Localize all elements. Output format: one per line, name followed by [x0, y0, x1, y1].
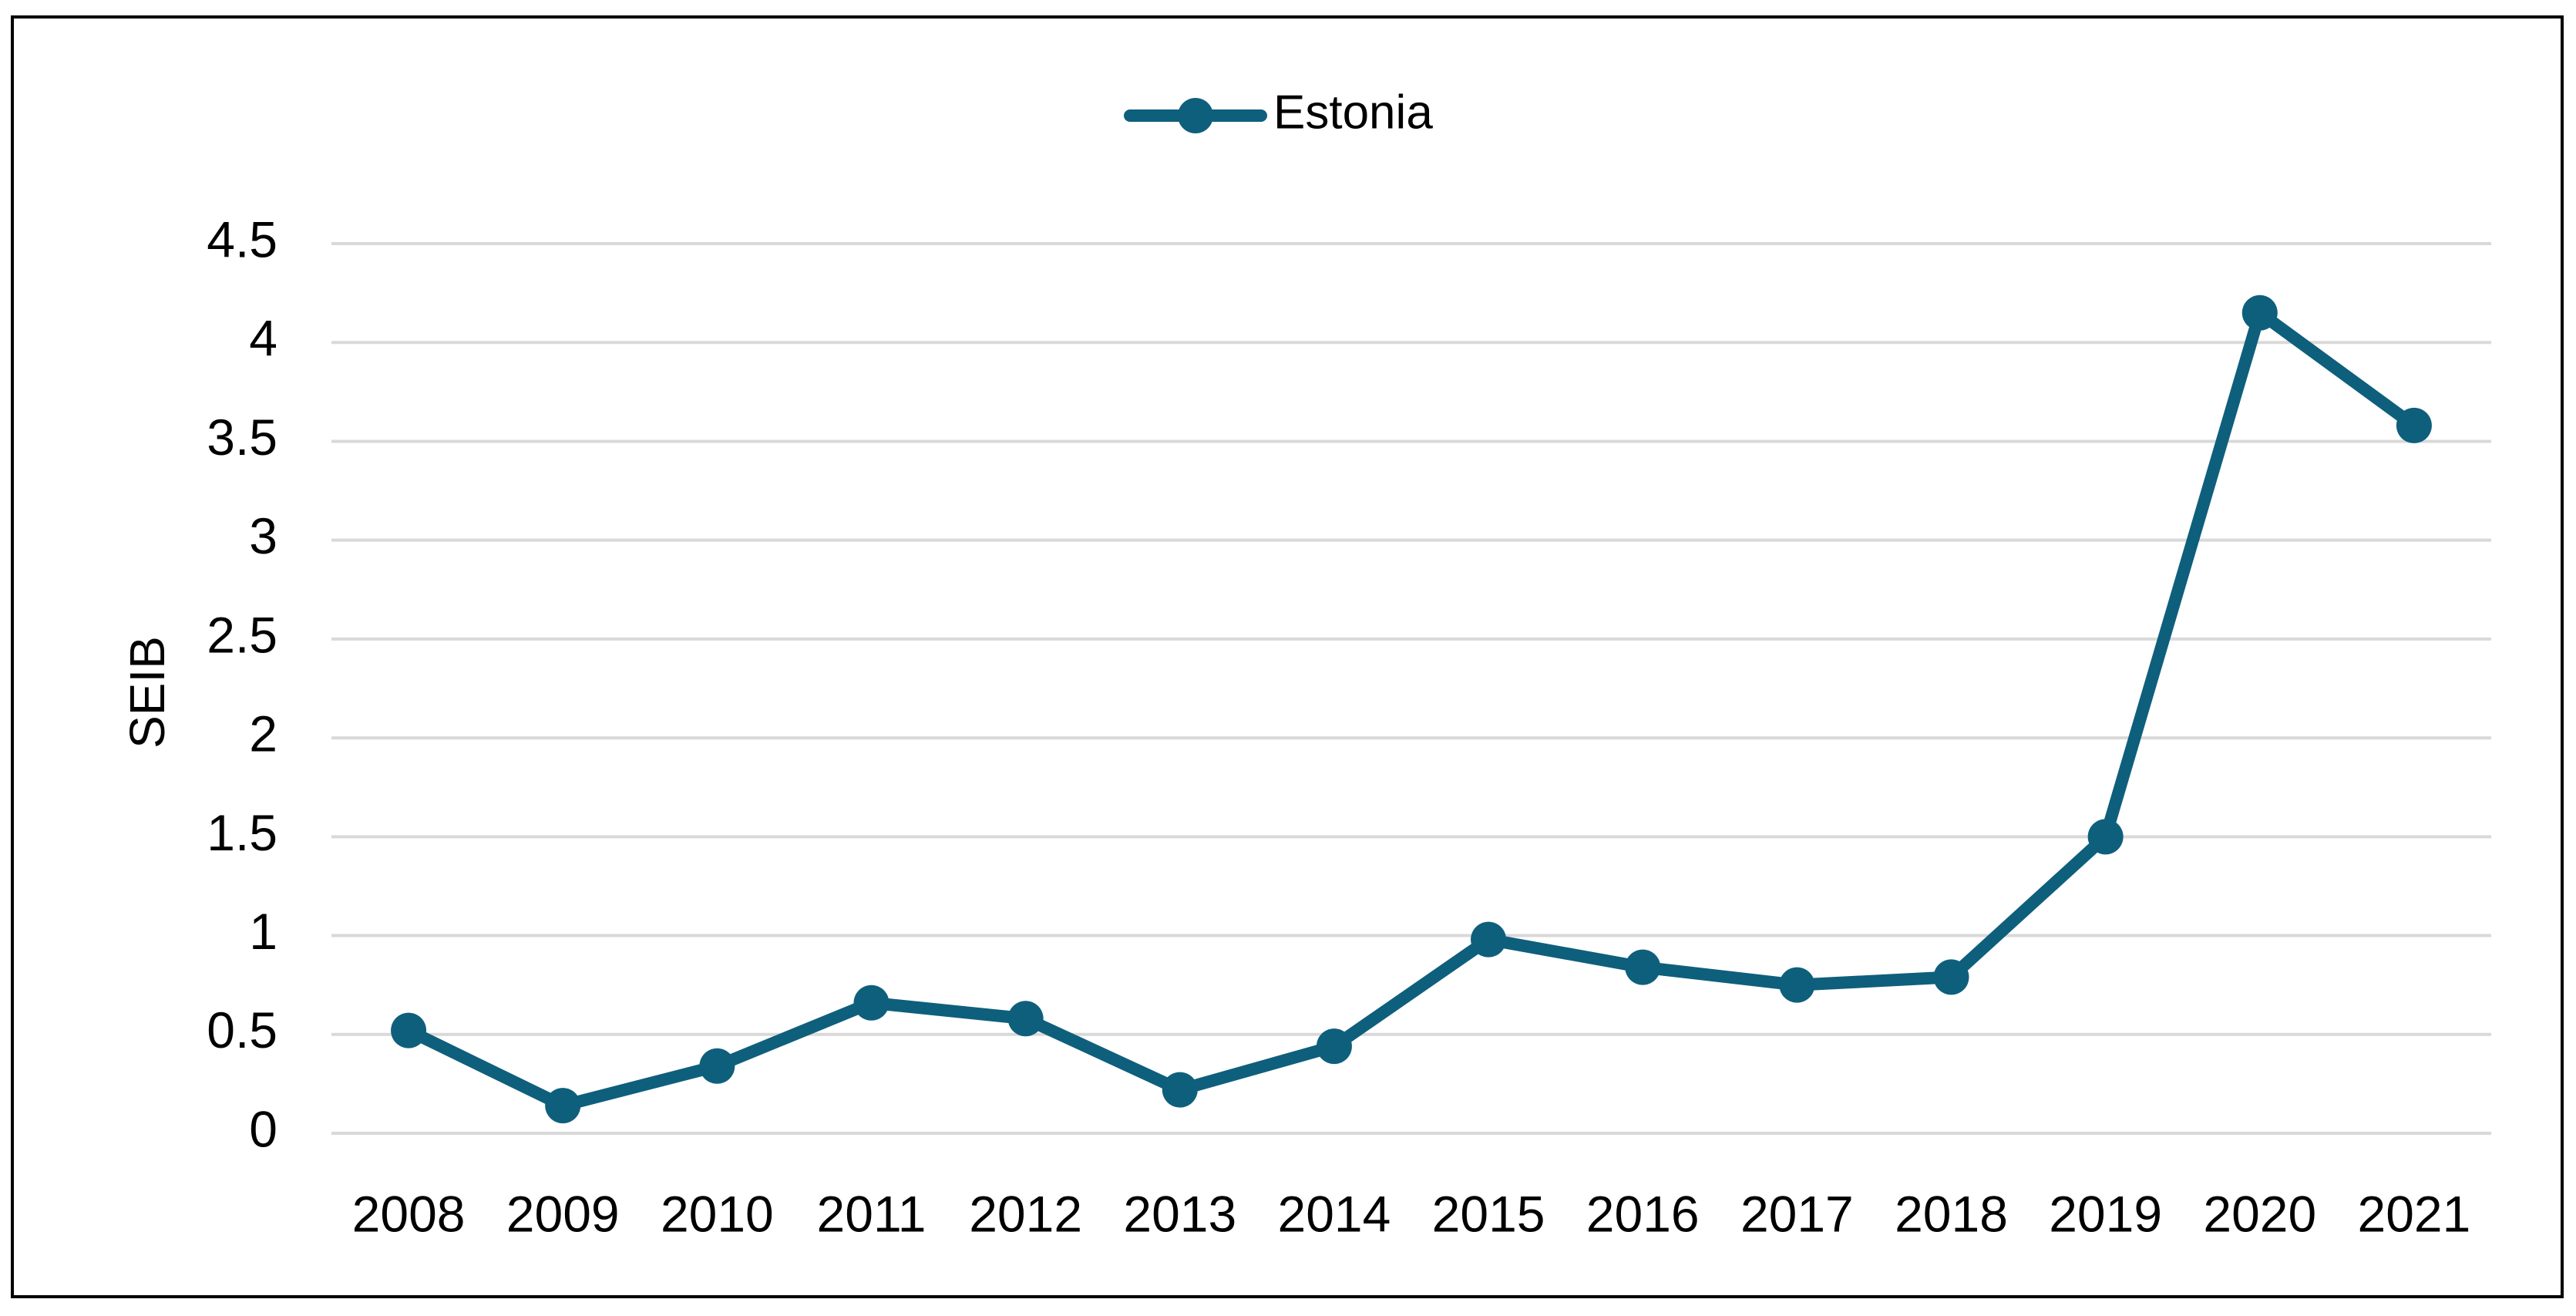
data-point-2013: [1162, 1072, 1198, 1108]
series-estonia: [391, 295, 2432, 1124]
legend-marker-swatch: [1178, 98, 1213, 133]
legend-label-estonia: Estonia: [1273, 86, 1433, 139]
x-tick-label: 2020: [2203, 1185, 2316, 1242]
data-point-2011: [853, 984, 889, 1021]
x-tick-label: 2009: [506, 1185, 620, 1242]
x-tick-label: 2014: [1278, 1185, 1391, 1242]
data-point-2015: [1471, 921, 1507, 958]
x-tick-label: 2008: [352, 1185, 466, 1242]
y-axis-title: SEIB: [119, 636, 175, 749]
y-tick-label: 0: [249, 1100, 277, 1157]
y-tick-label: 3: [249, 507, 277, 564]
y-tick-label: 0.5: [207, 1001, 277, 1059]
y-tick-label: 1: [249, 903, 277, 960]
data-point-2014: [1316, 1028, 1352, 1065]
data-point-2017: [1779, 967, 1815, 1003]
x-tick-label: 2017: [1740, 1185, 1854, 1242]
x-axis-tick-labels: 2008 2009 2010 2011 2012 2013 2014 2015 2016 2017…: [352, 1185, 2471, 1242]
data-point-2008: [391, 1012, 427, 1048]
y-axis-tick-labels: 0 0.5 1 1.5 2 2.5 3 3.5 4 4.5: [207, 210, 277, 1157]
data-point-2019: [2087, 819, 2124, 855]
x-tick-label: 2013: [1123, 1185, 1236, 1242]
y-tick-label: 3.5: [207, 409, 277, 466]
x-tick-label: 2015: [1432, 1185, 1545, 1242]
gridlines: [331, 242, 2491, 1135]
data-point-2018: [1933, 959, 1969, 995]
y-tick-label: 2.5: [207, 606, 277, 663]
data-point-2010: [699, 1048, 735, 1084]
x-tick-label: 2019: [2049, 1185, 2162, 1242]
series-line: [402, 306, 2420, 1112]
y-tick-label: 2: [249, 705, 277, 762]
y-tick-label: 1.5: [207, 804, 277, 861]
x-tick-label: 2021: [2358, 1185, 2471, 1242]
x-tick-label: 2018: [1895, 1185, 2008, 1242]
data-point-2016: [1625, 949, 1661, 985]
x-tick-label: 2011: [817, 1185, 926, 1242]
data-point-2012: [1007, 1001, 1044, 1037]
data-point-2021: [2396, 407, 2432, 443]
x-tick-label: 2016: [1586, 1185, 1700, 1242]
data-point-2020: [2241, 295, 2278, 331]
y-tick-label: 4: [249, 310, 277, 367]
x-tick-label: 2010: [661, 1185, 774, 1242]
chart-frame: [11, 15, 2564, 1298]
x-tick-label: 2012: [969, 1185, 1082, 1242]
legend: Estonia: [1124, 86, 1433, 139]
y-tick-label: 4.5: [207, 210, 277, 268]
data-point-2009: [545, 1088, 581, 1124]
